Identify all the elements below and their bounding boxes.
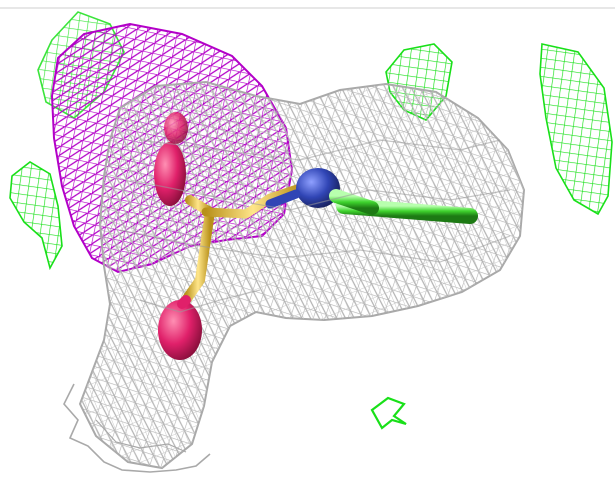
blue-atom bbox=[296, 168, 340, 208]
red-atom-upper bbox=[164, 112, 188, 144]
green-bond-short bbox=[329, 189, 379, 215]
yellow-bond-horizontal bbox=[201, 183, 305, 219]
red-atom-bottom bbox=[158, 300, 202, 360]
molecule-model bbox=[154, 112, 478, 360]
green-mesh-small-fragment bbox=[370, 396, 407, 430]
blue-bond bbox=[265, 189, 301, 209]
yellow-bond-vertical bbox=[181, 195, 215, 305]
green-mesh-left-side bbox=[9, 161, 63, 271]
green-mesh-right bbox=[539, 43, 613, 216]
gray-mesh-bottom-fringe bbox=[63, 383, 211, 473]
red-atom-top bbox=[154, 142, 186, 206]
gray-mesh-main bbox=[78, 80, 526, 470]
red-bond bbox=[177, 295, 191, 309]
gray-mesh-overlay bbox=[119, 139, 511, 313]
